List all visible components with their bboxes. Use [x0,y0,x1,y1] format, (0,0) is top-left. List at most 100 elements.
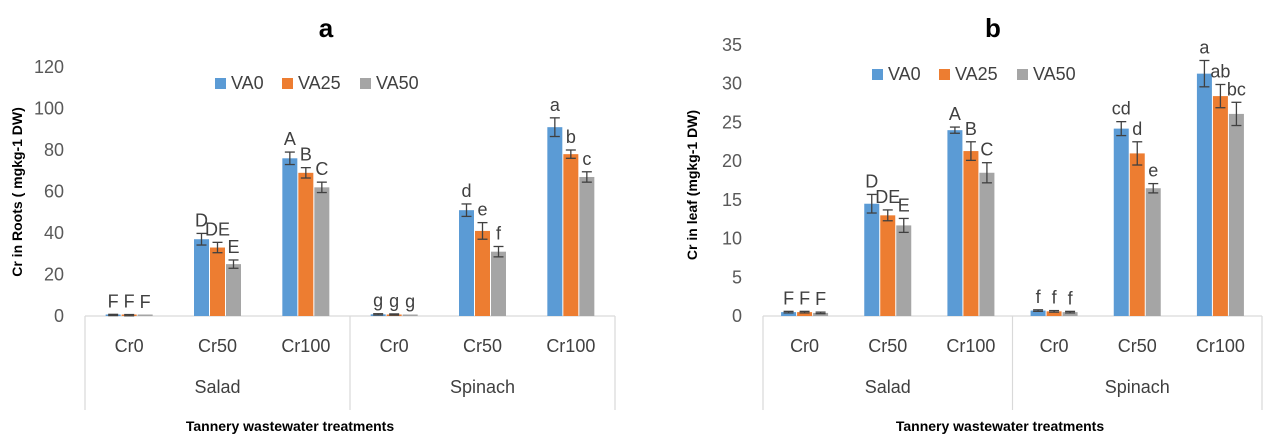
group-label: Spinach [1105,377,1170,397]
bar-va25 [797,312,813,316]
chart-title: b [985,13,1001,43]
x-tick-label: Cr0 [380,336,409,356]
significance-label: F [815,289,826,309]
error-bar [284,151,295,166]
error-bar [316,181,327,194]
bar-va50 [1062,312,1078,316]
y-tick-label: 120 [34,57,64,77]
error-bar [965,141,976,162]
error-bar [196,232,207,246]
y-tick-label: 10 [722,229,742,249]
y-tick-label: 0 [732,306,742,326]
bar-va0 [1196,73,1212,316]
legend: VA0 VA25 VA50 [872,64,1076,84]
significance-label: F [799,288,810,308]
legend: VA0 VA25 VA50 [215,73,419,93]
bar-va25 [298,172,314,316]
bar-va0 [1030,310,1046,316]
significance-label: DE [875,187,900,207]
bar-va50 [1145,188,1161,316]
x-tick-label: Cr100 [1196,336,1245,356]
significance-label: E [898,195,910,215]
x-tick-label: Cr50 [198,336,237,356]
error-bar [108,313,119,317]
y-tick-label: 80 [44,140,64,160]
error-bar [461,203,472,218]
significance-label: c [582,149,591,169]
bar-va50 [1228,113,1244,316]
x-axis-label: Tannery wastewater treatments [186,418,394,434]
bar-va25 [963,151,979,316]
significance-label: g [373,291,383,311]
significance-label: d [1132,119,1142,139]
bar-va25 [563,154,579,316]
bar-va50 [314,187,330,316]
error-bar [1215,83,1226,109]
y-axis-label: Cr in Roots ( mgkg-1 DW) [9,107,25,277]
legend-swatch [360,78,371,89]
significance-label: D [865,171,878,191]
x-tick-label: Cr100 [946,336,995,356]
bar-va50 [813,312,829,316]
legend-entry: VA25 [955,64,998,84]
significance-label: B [965,119,977,139]
legend-entry: VA0 [231,73,264,93]
significance-label: A [284,129,296,149]
legend-swatch [215,78,226,89]
x-tick-label: Cr100 [546,336,595,356]
error-bar [581,171,592,183]
bar-va0 [1113,128,1129,316]
x-axis-label: Tannery wastewater treatments [896,418,1104,434]
significance-label: bc [1227,79,1246,99]
bar-va0 [194,239,209,316]
chart-b: b Cr in leaf (mgkg-1 DW) 0 5 10 15 20 25 30 35 Cr0… [684,13,1263,434]
significance-label: cd [1112,99,1131,119]
significance-label: a [1199,37,1210,57]
error-bar [228,259,239,269]
significance-label: f [496,223,502,243]
error-bar [300,166,311,179]
group-label: Spinach [450,377,515,397]
significance-label: F [108,291,119,311]
significance-label: E [227,237,239,257]
x-tick-label: Cr100 [281,336,330,356]
y-tick-label: 100 [34,99,64,119]
significance-label: C [315,159,328,179]
legend-swatch [939,69,950,80]
bar-va25 [475,230,490,316]
legend-entry: VA25 [298,73,341,93]
y-tick-label: 25 [722,112,742,132]
significance-label: F [124,292,135,312]
bar-va50 [491,251,506,316]
error-bar [815,311,826,315]
error-bar [493,245,504,258]
error-bar [373,313,384,316]
y-axis-label: Cr in leaf (mgkg-1 DW) [684,110,700,260]
error-bar [1231,101,1242,127]
y-tick-label: 35 [722,35,742,55]
error-bar [477,221,488,240]
significance-label: B [300,145,312,165]
y-tick-label: 60 [44,182,64,202]
y-tick-label: 20 [44,265,64,285]
error-bar [799,310,810,314]
significance-label: F [140,292,151,312]
error-bar [1049,309,1060,313]
significance-label: f [1052,288,1058,308]
bar-va50 [402,314,418,316]
bar-va0 [459,210,474,316]
x-tick-label: Cr0 [790,336,819,356]
bar-va0 [947,130,963,316]
bar-va0 [282,158,298,316]
significance-label: C [980,140,993,160]
error-bar [1148,182,1159,194]
error-bar [898,217,909,234]
bar-va0 [547,127,563,316]
significance-label: DE [205,219,230,239]
chart-a: a Cr in Roots ( mgkg-1 DW) 0 20 40 60 80 100 120… [9,13,616,434]
legend-swatch [1017,69,1028,80]
group-label: Salad [194,377,240,397]
significance-label: f [1036,287,1042,307]
y-tick-label: 5 [732,267,742,287]
